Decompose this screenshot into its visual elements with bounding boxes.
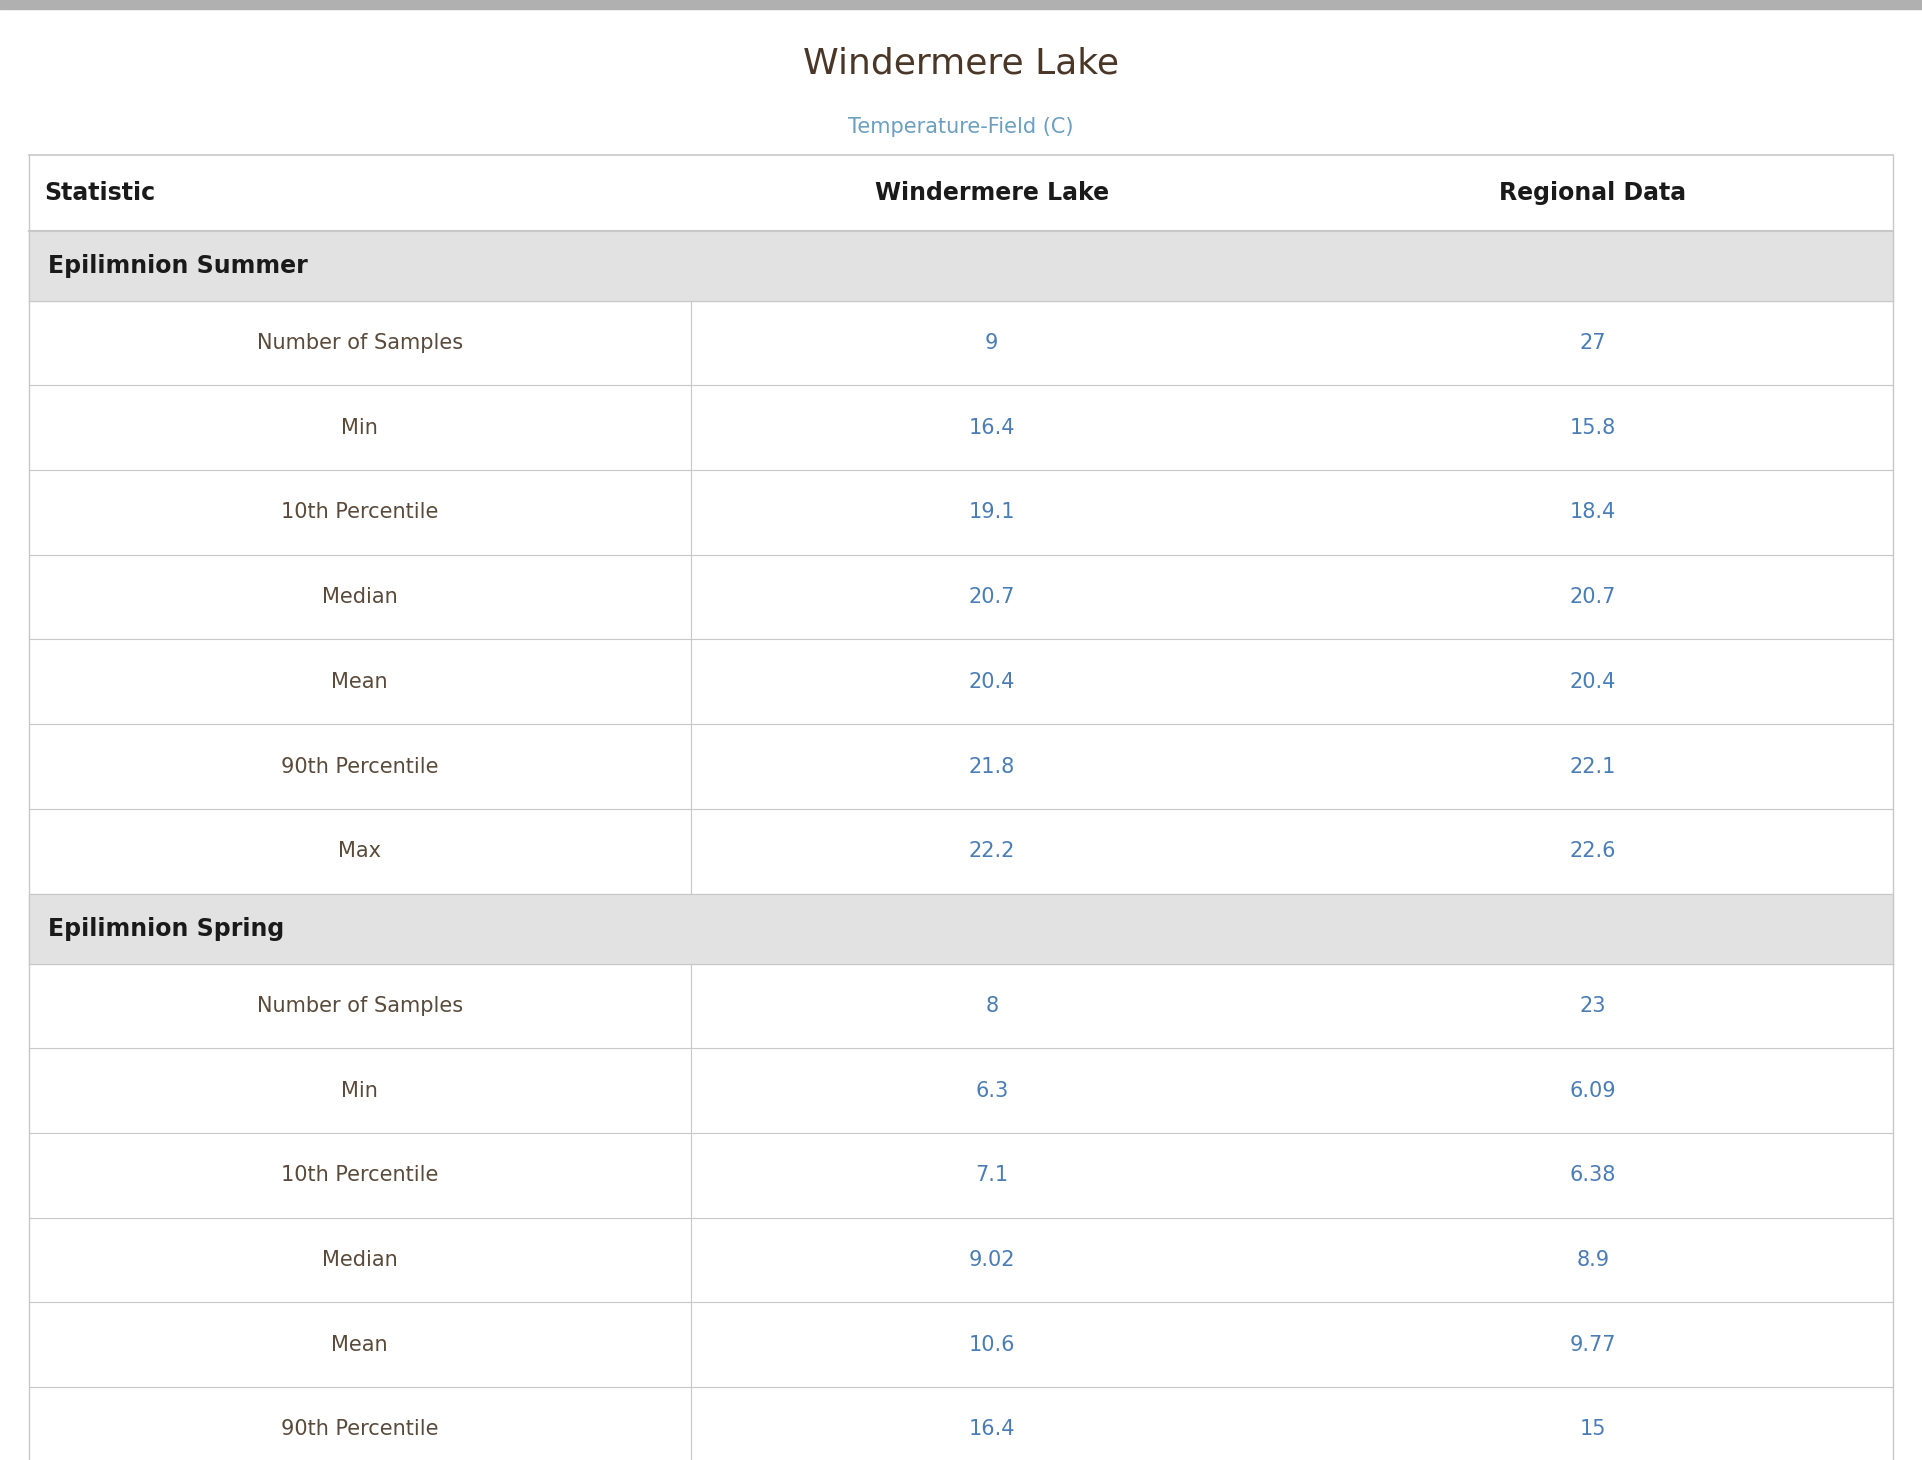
Bar [29, 964, 1893, 1048]
Text: Mean: Mean [331, 1334, 388, 1355]
Bar [29, 724, 1893, 809]
Text: 20.7: 20.7 [1570, 587, 1616, 607]
Bar [29, 155, 1893, 231]
Text: 6.38: 6.38 [1570, 1165, 1616, 1186]
Text: 21.8: 21.8 [969, 756, 1015, 777]
Text: 20.4: 20.4 [969, 672, 1015, 692]
Text: 10th Percentile: 10th Percentile [281, 1165, 438, 1186]
Text: 9: 9 [986, 333, 998, 353]
Bar [29, 301, 1893, 385]
Text: 10.6: 10.6 [969, 1334, 1015, 1355]
Text: Statistic: Statistic [44, 181, 156, 204]
Text: 15: 15 [1580, 1419, 1607, 1440]
Text: 9.77: 9.77 [1570, 1334, 1616, 1355]
Text: 7.1: 7.1 [974, 1165, 1009, 1186]
Text: Max: Max [338, 841, 381, 861]
Bar [29, 385, 1893, 470]
Text: 6.3: 6.3 [974, 1080, 1009, 1101]
Text: 8: 8 [986, 996, 998, 1016]
Bar [29, 1048, 1893, 1133]
Bar [29, 1302, 1893, 1387]
Text: Median: Median [321, 1250, 398, 1270]
Text: 6.09: 6.09 [1570, 1080, 1616, 1101]
Text: 22.2: 22.2 [969, 841, 1015, 861]
Bar [29, 1218, 1893, 1302]
Text: Min: Min [342, 1080, 379, 1101]
Text: 15.8: 15.8 [1570, 418, 1616, 438]
Text: Number of Samples: Number of Samples [258, 996, 463, 1016]
Text: Windermere Lake: Windermere Lake [803, 47, 1119, 80]
Text: Windermere Lake: Windermere Lake [875, 181, 1109, 204]
Text: 16.4: 16.4 [969, 418, 1015, 438]
Bar [29, 809, 1893, 894]
Bar [29, 555, 1893, 639]
Text: Temperature-Field (C): Temperature-Field (C) [848, 117, 1074, 137]
Text: 20.4: 20.4 [1570, 672, 1616, 692]
Text: 9.02: 9.02 [969, 1250, 1015, 1270]
Text: 10th Percentile: 10th Percentile [281, 502, 438, 523]
Text: Mean: Mean [331, 672, 388, 692]
Bar [29, 470, 1893, 555]
Bar [29, 1387, 1893, 1460]
Bar [29, 1133, 1893, 1218]
Text: Number of Samples: Number of Samples [258, 333, 463, 353]
Bar [29, 639, 1893, 724]
Text: 22.6: 22.6 [1570, 841, 1616, 861]
Text: Median: Median [321, 587, 398, 607]
Text: Min: Min [342, 418, 379, 438]
Text: 22.1: 22.1 [1570, 756, 1616, 777]
Bar [0, 0, 1922, 9]
Text: Epilimnion Spring: Epilimnion Spring [48, 917, 284, 940]
Bar [29, 231, 1893, 301]
Text: 20.7: 20.7 [969, 587, 1015, 607]
Text: 90th Percentile: 90th Percentile [281, 1419, 438, 1440]
Text: 19.1: 19.1 [969, 502, 1015, 523]
Text: 90th Percentile: 90th Percentile [281, 756, 438, 777]
Text: Epilimnion Summer: Epilimnion Summer [48, 254, 308, 277]
Text: 23: 23 [1580, 996, 1607, 1016]
Text: 16.4: 16.4 [969, 1419, 1015, 1440]
Text: 27: 27 [1580, 333, 1607, 353]
Text: 8.9: 8.9 [1576, 1250, 1609, 1270]
Text: Regional Data: Regional Data [1499, 181, 1688, 204]
Bar [29, 894, 1893, 964]
Text: 18.4: 18.4 [1570, 502, 1616, 523]
